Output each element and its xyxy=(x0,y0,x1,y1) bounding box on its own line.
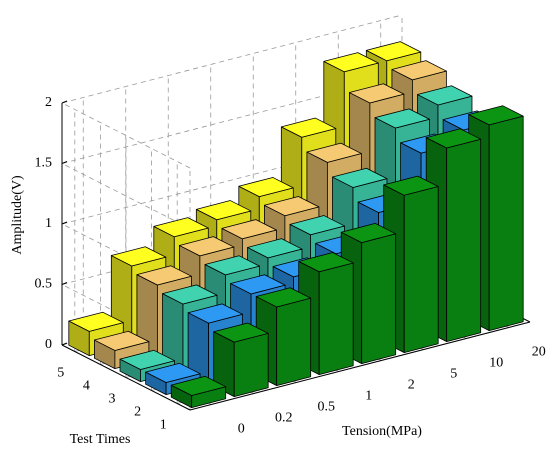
bar-top xyxy=(247,238,303,259)
bar-top xyxy=(187,303,243,324)
x-tick-label: 2 xyxy=(408,378,415,393)
y-axis-label: Test Times xyxy=(70,432,131,447)
y-tick-label: 3 xyxy=(109,392,116,407)
y-tick-label: 2 xyxy=(134,405,141,420)
x-tick-label: 0.2 xyxy=(275,411,293,426)
bar-top xyxy=(280,117,337,138)
x-axis xyxy=(189,321,531,411)
bar-front xyxy=(361,233,397,365)
bar-top xyxy=(323,52,379,73)
y-axis xyxy=(61,344,191,411)
z-tick-label: 2 xyxy=(45,95,52,110)
bar-top xyxy=(119,349,175,370)
bar-front xyxy=(403,186,439,354)
z-tick xyxy=(61,282,68,285)
bar-top xyxy=(332,167,388,188)
bar-top xyxy=(425,128,482,149)
bar-front xyxy=(276,297,312,387)
x-tick-label: 5 xyxy=(450,367,457,382)
bar xyxy=(298,252,354,376)
bar-top xyxy=(365,41,422,62)
bar-top xyxy=(230,274,286,295)
bar-top xyxy=(349,83,405,104)
bar-top xyxy=(162,284,218,305)
bar-top xyxy=(391,60,447,81)
y-tick-label: 1 xyxy=(160,418,167,433)
x-tick-label: 10 xyxy=(489,356,503,371)
y-tick-label: 4 xyxy=(83,379,90,394)
z-tick xyxy=(61,161,68,164)
bar-top xyxy=(195,200,252,221)
z-tick xyxy=(61,342,68,346)
grid-line xyxy=(60,14,403,169)
bar-top xyxy=(68,311,124,332)
bar-top xyxy=(221,219,277,240)
bar-top xyxy=(213,322,269,343)
x-axis-label: Tension(MPa) xyxy=(342,424,422,439)
x-tick-label: 1 xyxy=(365,389,372,404)
bar-top xyxy=(179,236,235,257)
bar-top xyxy=(298,252,354,273)
z-axis-label: Amplitude(V) xyxy=(10,175,25,255)
bar-top xyxy=(340,222,397,244)
bar-top xyxy=(204,255,260,276)
x-tick-label: 0 xyxy=(238,422,245,437)
bar-top xyxy=(153,217,209,238)
bar-front xyxy=(446,138,482,343)
bar-top xyxy=(110,246,167,267)
z-tick-label: 0 xyxy=(45,337,52,352)
z-tick xyxy=(61,221,68,225)
y-tick-label: 5 xyxy=(57,366,64,381)
bar-top xyxy=(417,85,473,106)
bar-top xyxy=(238,177,294,198)
bar-top xyxy=(94,330,150,351)
bar-top xyxy=(374,108,430,129)
x-tick-label: 0.5 xyxy=(318,400,336,415)
bar-front xyxy=(488,115,524,332)
bar-top xyxy=(264,196,320,217)
bar-top xyxy=(145,362,201,383)
bar xyxy=(170,375,227,409)
bar-top xyxy=(289,215,345,236)
grid-line xyxy=(60,75,403,229)
x-tick-label: 20 xyxy=(532,345,546,360)
z-tick xyxy=(61,100,68,104)
bar-top xyxy=(306,142,362,163)
z-tick-label: 1 xyxy=(45,216,52,231)
bar-front xyxy=(318,262,354,376)
bar-top xyxy=(468,105,524,126)
z-tick-label: 1.5 xyxy=(35,156,53,171)
z-tick-label: 0.5 xyxy=(35,277,53,292)
bar-front xyxy=(233,332,269,398)
bar-top xyxy=(383,175,439,196)
bar-top xyxy=(255,287,312,308)
bar-top xyxy=(136,265,192,286)
bar-top xyxy=(170,375,227,396)
